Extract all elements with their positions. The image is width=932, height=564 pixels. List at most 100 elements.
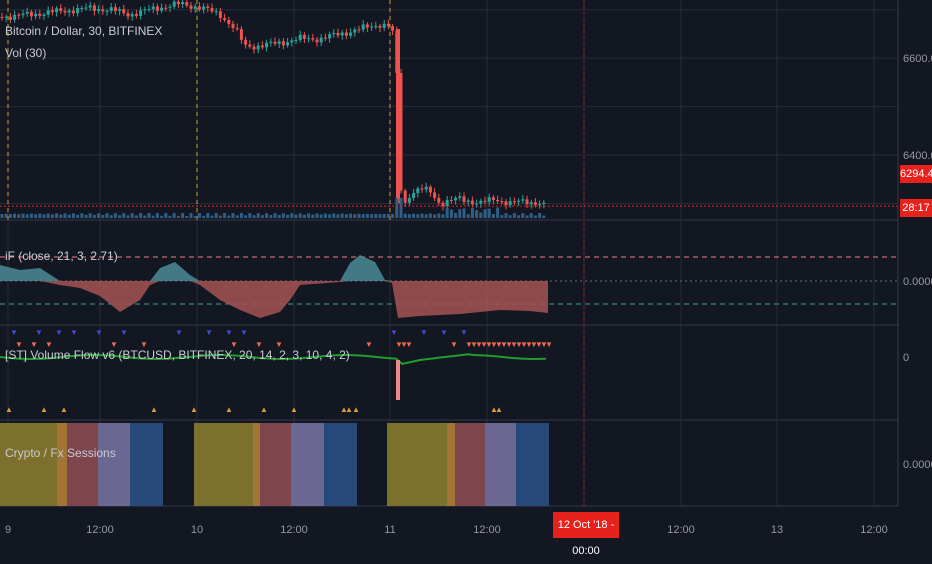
- candle-body: [97, 9, 101, 11]
- candle-body: [542, 202, 546, 204]
- candle-body: [181, 2, 185, 5]
- candle-body: [396, 29, 400, 204]
- volume-bar: [130, 213, 134, 218]
- candle-body: [399, 72, 403, 191]
- candle-body: [454, 197, 458, 201]
- volume-bar: [231, 213, 235, 218]
- sessions-legend: Crypto / Fx Sessions: [5, 446, 116, 460]
- volume-bar: [202, 215, 206, 218]
- candle-body: [202, 6, 206, 10]
- candle-body: [416, 188, 420, 194]
- volume-bar: [512, 213, 516, 218]
- candle-body: [374, 26, 378, 28]
- volume-flow-up-marker: ▼: [405, 340, 413, 349]
- volume-flow-up-marker: ▼: [475, 340, 483, 349]
- price-axis-tick: 6600.0: [903, 53, 932, 65]
- session-marker: ▲: [60, 405, 68, 414]
- candle-body: [59, 8, 63, 11]
- candle-body: [92, 5, 96, 11]
- volume-bar: [13, 213, 17, 218]
- volume-bar: [416, 214, 420, 218]
- session-block: [455, 423, 485, 506]
- volume-bar: [92, 214, 96, 218]
- volume-flow-up-marker: ▼: [520, 340, 528, 349]
- candle-body: [428, 186, 432, 193]
- candle-body: [227, 19, 231, 24]
- volume-bar: [168, 215, 172, 218]
- volume-bar: [538, 213, 542, 218]
- volume-bar: [218, 215, 222, 218]
- volume-bar: [433, 214, 437, 218]
- candle-body: [307, 38, 311, 40]
- volume-bar: [391, 213, 395, 218]
- volume-bar: [483, 209, 487, 218]
- session-marker: ▲: [225, 405, 233, 414]
- session-marker: ▲: [340, 405, 348, 414]
- candle-body: [160, 7, 164, 11]
- volume-bar: [479, 212, 483, 218]
- volume-bar: [319, 214, 323, 218]
- candle-body: [441, 202, 445, 207]
- candle-body: [210, 8, 214, 12]
- session-marker: ▲: [5, 405, 13, 414]
- volume-flow-up-marker: ▼: [505, 340, 513, 349]
- candle-body: [340, 32, 344, 36]
- candle-body: [269, 41, 273, 43]
- candle-body: [206, 6, 210, 9]
- volume-flow-up-marker: ▼: [500, 340, 508, 349]
- candle-body: [109, 7, 113, 11]
- volume-bar: [55, 213, 59, 218]
- volume-bar: [206, 213, 210, 218]
- candle-body: [172, 1, 176, 7]
- session-block: [260, 423, 291, 506]
- volume-flow-up-marker: ▼: [400, 340, 408, 349]
- volume-bar: [126, 215, 130, 218]
- volume-flow-down-marker: ▼: [120, 328, 128, 337]
- candle-body: [294, 40, 298, 42]
- volume-bar: [59, 214, 63, 218]
- volume-flow-down-marker: ▼: [35, 328, 43, 337]
- volume-bar: [122, 213, 126, 218]
- volume-bar: [181, 213, 185, 218]
- candle-body: [273, 41, 277, 44]
- volume-bar: [139, 213, 143, 218]
- volume-flow-up-marker: ▼: [480, 340, 488, 349]
- volume-bar: [290, 213, 294, 218]
- volume-bar: [63, 213, 67, 218]
- volume-bar: [260, 215, 264, 218]
- time-axis-tick: 12:00: [860, 524, 888, 536]
- time-axis-tick: 11: [384, 524, 395, 536]
- volume-flow-up-marker: ▼: [30, 340, 38, 349]
- candle-body: [0, 16, 4, 18]
- volume-bar: [533, 215, 537, 218]
- volume-bar: [286, 214, 290, 218]
- volume-bar: [17, 214, 21, 218]
- volume-bar: [424, 214, 428, 218]
- volume-flow-up-marker: ▼: [535, 340, 543, 349]
- volume-bar: [97, 213, 101, 218]
- volume-bar: [252, 215, 256, 218]
- volume-flow-up-marker: ▼: [495, 340, 503, 349]
- candle-body: [151, 6, 155, 10]
- candle-body: [332, 32, 336, 35]
- candle-body: [126, 13, 130, 17]
- volume-bar: [38, 213, 42, 218]
- candle-body: [252, 46, 256, 50]
- volume-bar: [143, 215, 147, 218]
- session-marker: ▲: [260, 405, 268, 414]
- volume-bar: [508, 215, 512, 218]
- volume-bar: [454, 212, 458, 218]
- volume-flow-up-marker: ▼: [515, 340, 523, 349]
- volume-bar: [445, 208, 449, 218]
- volume-bar: [315, 213, 319, 218]
- chart-canvas[interactable]: 6600.06400.00.0000▼▼▼▼▼▼▼▼▼▼▼▼▼▼▼▼▼▼▼▼▼▼…: [0, 0, 932, 550]
- candle-body: [223, 18, 227, 20]
- volume-flow-up-marker: ▼: [545, 340, 553, 349]
- volume-bar: [244, 215, 248, 218]
- volume-bar: [193, 215, 197, 218]
- candle-body: [445, 199, 449, 207]
- candle-body: [256, 45, 260, 50]
- volume-bar: [328, 214, 332, 218]
- volume-bar: [357, 213, 361, 218]
- volume-bar: [109, 215, 113, 218]
